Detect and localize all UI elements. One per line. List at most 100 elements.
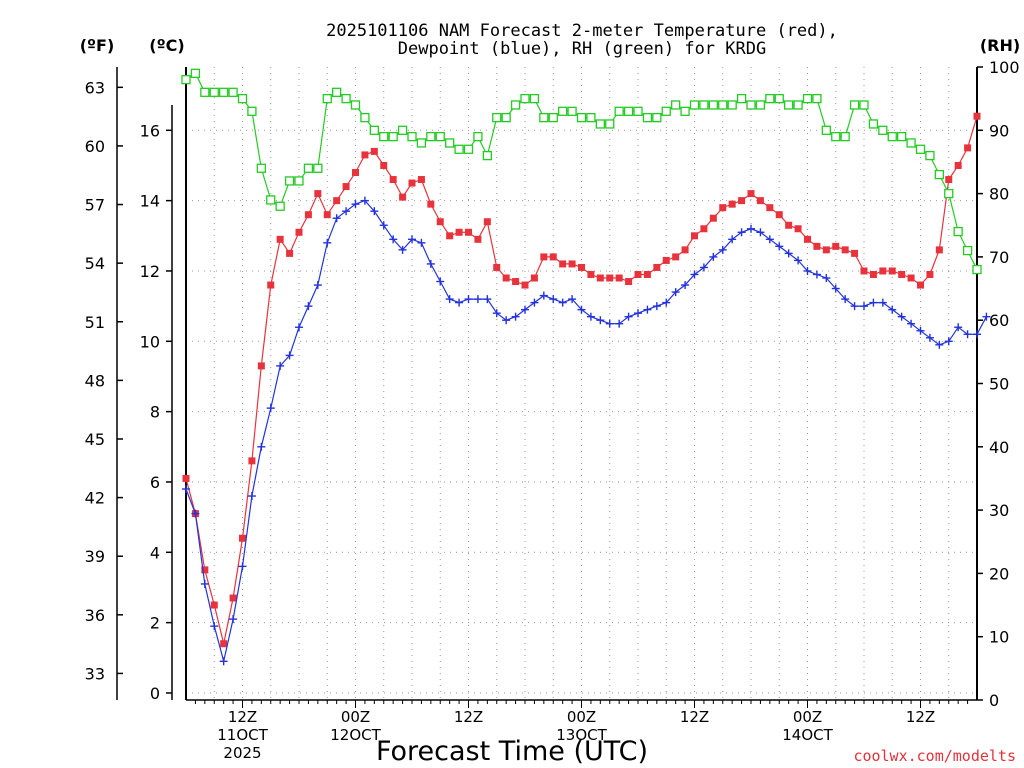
rh-point	[181, 75, 191, 85]
temperature-point	[229, 594, 237, 602]
dewpoint-point	[624, 312, 633, 321]
temperature-point	[662, 256, 670, 264]
rh-point	[520, 94, 530, 104]
temperature-point	[559, 260, 567, 268]
rh-point	[482, 150, 492, 161]
dewpoint-point	[615, 319, 624, 328]
rh-point	[962, 245, 973, 256]
rh-tick-label: 20	[989, 564, 1009, 583]
rh-axis-unit: (RH)	[980, 36, 1020, 55]
rh-point	[774, 94, 784, 104]
dewpoint-point	[511, 312, 520, 321]
dewpoint-point	[699, 263, 708, 272]
temperature-point	[681, 246, 689, 254]
dewpoint-point	[285, 351, 294, 360]
fahrenheit-tick-label: 54	[85, 254, 105, 273]
rh-point	[501, 112, 511, 123]
temperature-point	[408, 179, 416, 187]
dewpoint-point	[916, 326, 925, 335]
fahrenheit-tick-label: 39	[85, 547, 105, 566]
rh-point	[200, 87, 210, 97]
dewpoint-point	[360, 196, 369, 205]
dewpoint-point	[483, 295, 492, 304]
fahrenheit-tick-label: 36	[85, 606, 105, 625]
celsius-tick-label: 14	[140, 192, 160, 211]
temperature-point	[907, 274, 915, 282]
dewpoint-point	[257, 442, 266, 451]
temperature-point	[549, 253, 557, 261]
dewpoint-point	[812, 270, 821, 279]
temperature-point	[775, 211, 783, 219]
temperature-point	[841, 246, 849, 254]
temperature-point	[220, 640, 228, 648]
dewpoint-point	[521, 305, 529, 314]
x-tick-label: 13OCT	[556, 726, 607, 744]
temperature-point	[257, 362, 265, 370]
chart-title-line-1: 2025101106 NAM Forecast 2-meter Temperat…	[326, 21, 838, 41]
temperature-point	[370, 147, 378, 155]
rh-point	[247, 106, 257, 116]
temperature-point	[869, 270, 877, 278]
celsius-tick-label: 4	[150, 543, 160, 562]
temperature-point	[794, 225, 802, 233]
temperature-point	[540, 253, 548, 261]
rh-point	[454, 144, 464, 154]
temperature-point	[276, 235, 284, 243]
rh-point	[388, 131, 398, 142]
temperature-point	[926, 270, 934, 278]
temperature-point	[380, 161, 388, 169]
temperature-point	[822, 246, 830, 254]
fahrenheit-tick-label: 33	[85, 664, 105, 683]
dewpoint-point	[238, 562, 247, 571]
celsius-tick-label: 8	[150, 403, 160, 422]
temperature-point	[201, 566, 209, 574]
temperature-point	[314, 190, 322, 198]
temperature-point	[756, 197, 764, 205]
dewpoint-point	[775, 242, 784, 251]
dewpoint-point	[784, 249, 793, 258]
fahrenheit-tick-label: 60	[85, 137, 105, 156]
dewpoint-point	[304, 302, 313, 311]
dewpoint-point	[897, 312, 906, 321]
dewpoint-point	[756, 228, 765, 237]
rh-point	[341, 94, 351, 104]
dewpoint-point	[530, 298, 539, 307]
celsius-tick-label: 2	[150, 614, 160, 633]
rh-point	[859, 100, 869, 110]
celsius-tick-label: 12	[140, 262, 160, 281]
rh-point	[718, 100, 728, 110]
temperature-point	[465, 228, 472, 236]
rh-point	[275, 201, 285, 211]
dewpoint-point	[681, 281, 690, 290]
rh-point	[897, 131, 907, 142]
rh-point	[614, 106, 624, 116]
dewpoint-point	[718, 245, 727, 254]
rh-point	[642, 112, 653, 123]
dewpoint-point	[643, 305, 652, 314]
temperature-point	[709, 214, 717, 222]
dewpoint-point	[747, 224, 755, 233]
dewpoint-point	[182, 485, 190, 493]
celsius-tick-label: 0	[150, 684, 160, 703]
temperature-point	[399, 193, 407, 201]
rh-point	[652, 112, 662, 123]
rh-point	[416, 138, 427, 148]
dewpoint-point	[596, 316, 605, 325]
temperature-point	[653, 263, 661, 271]
temperature-point	[879, 267, 887, 275]
rh-point	[849, 100, 860, 110]
temperature-point	[785, 221, 793, 229]
dewpoint-point	[266, 404, 275, 413]
dewpoint-point	[831, 284, 840, 293]
dewpoint-point	[878, 298, 887, 307]
rh-point	[190, 68, 201, 78]
dewpoint-point	[709, 252, 718, 261]
temperature-point	[182, 474, 190, 482]
rh-point	[887, 131, 897, 142]
dewpoint-point	[351, 200, 360, 209]
rh-point	[294, 176, 304, 186]
rh-point	[237, 94, 248, 104]
rh-point	[868, 119, 879, 129]
dewpoint-point	[841, 295, 850, 304]
temperature-point	[474, 235, 482, 243]
